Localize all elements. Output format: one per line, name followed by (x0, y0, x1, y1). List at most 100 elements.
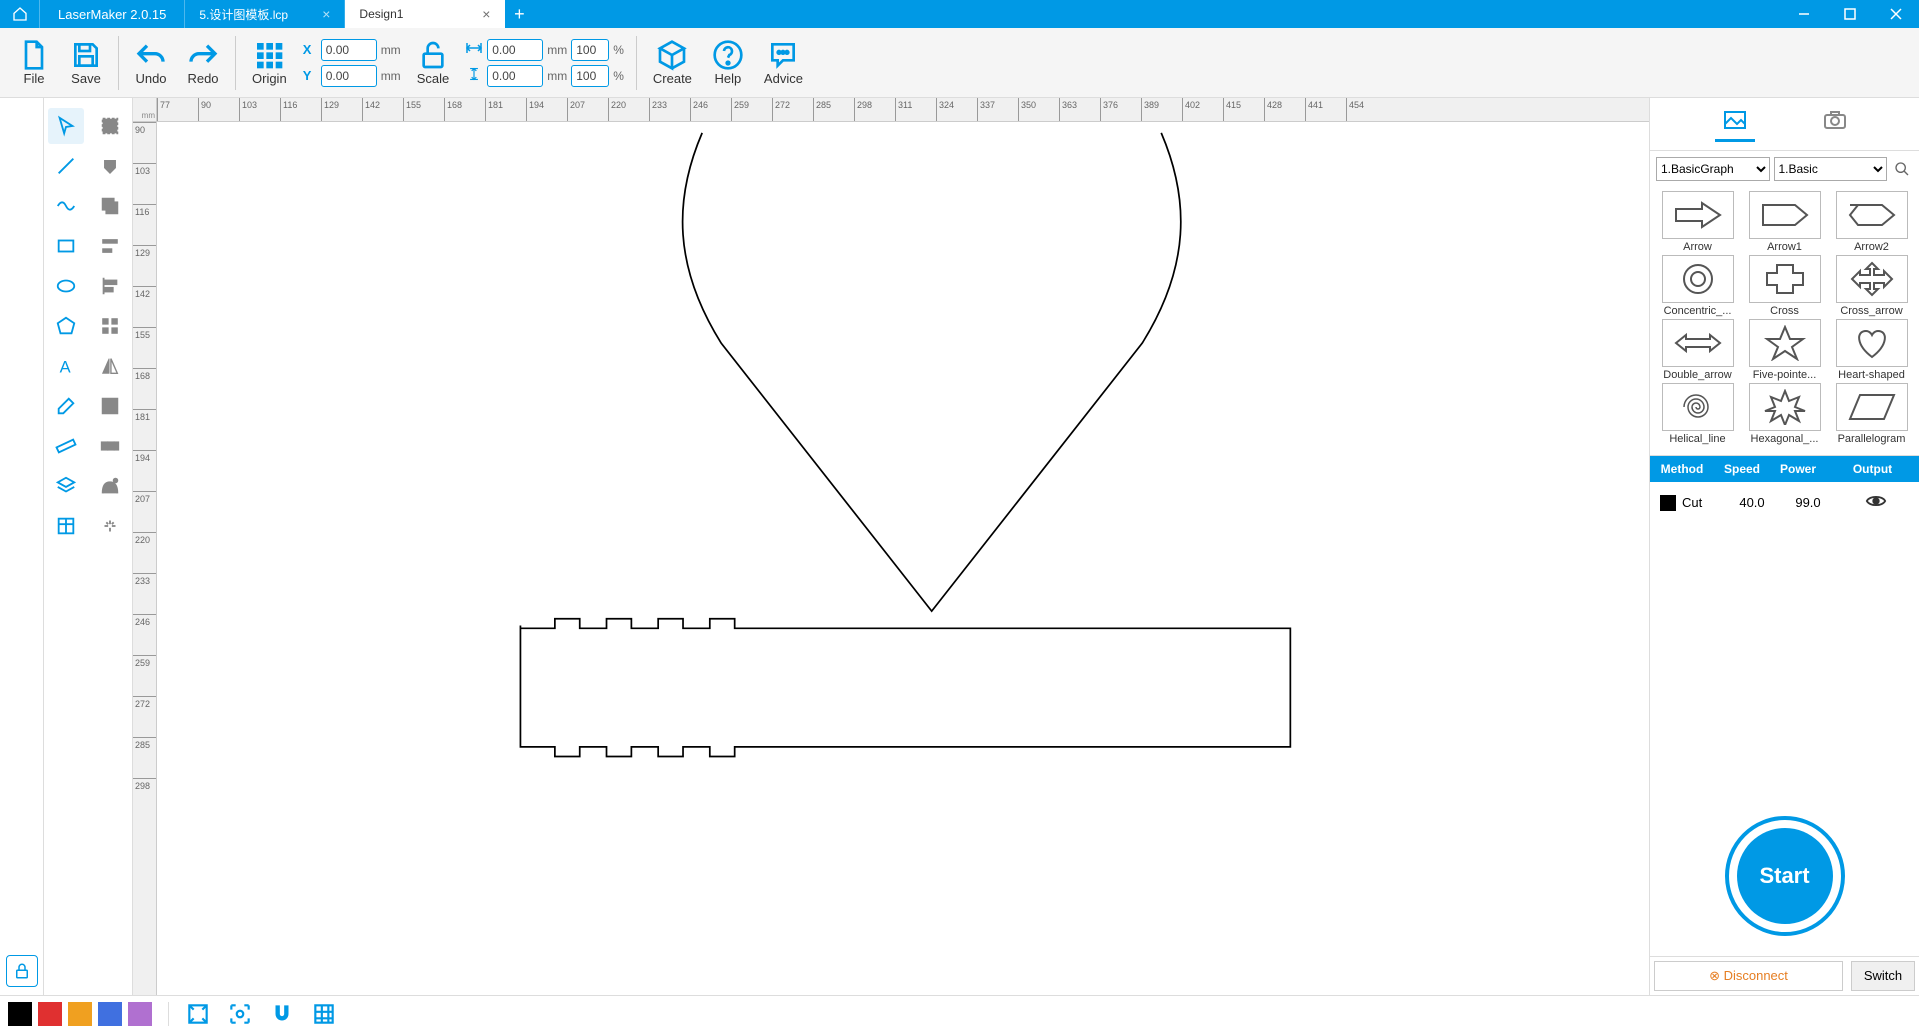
tool-col-1: A (44, 98, 88, 995)
curve-tool[interactable] (48, 188, 84, 224)
fit-icon[interactable] (185, 1001, 211, 1027)
layer-color-swatch[interactable] (1660, 495, 1676, 511)
canvas-area[interactable]: mm 7790103116129142155168181194207220233… (133, 98, 1649, 995)
height-input[interactable] (487, 65, 543, 87)
shape-cross[interactable]: Cross (1743, 255, 1826, 317)
eraser-tool[interactable] (48, 388, 84, 424)
outline-tool[interactable] (92, 388, 128, 424)
shape-heart[interactable]: Heart-shaped (1830, 319, 1913, 381)
align-tool[interactable] (92, 228, 128, 264)
layers-tool[interactable] (48, 468, 84, 504)
path-tool[interactable] (92, 468, 128, 504)
disconnect-button[interactable]: ⊗ Disconnect (1654, 961, 1843, 991)
file-icon (18, 39, 50, 71)
distribute-tool[interactable] (92, 308, 128, 344)
layer-speed: 40.0 (1724, 495, 1780, 510)
shape-arrow[interactable]: Arrow (1656, 191, 1739, 253)
shape-para[interactable]: Parallelogram (1830, 383, 1913, 445)
layer-visible-icon[interactable] (1836, 490, 1915, 515)
origin-icon (253, 39, 285, 71)
tab-design1[interactable]: Design1 × (345, 0, 505, 28)
height-pct-input[interactable] (571, 65, 609, 87)
width-arrows-icon (465, 41, 483, 58)
search-icon[interactable] (1891, 158, 1913, 180)
shape-arrow2[interactable]: Arrow2 (1830, 191, 1913, 253)
lock-button[interactable] (6, 955, 38, 987)
align-left-tool[interactable] (92, 268, 128, 304)
camera-tab[interactable] (1815, 106, 1855, 142)
color-swatch[interactable] (68, 1002, 92, 1026)
color-swatch[interactable] (8, 1002, 32, 1026)
main-toolbar: File Save Undo Redo Origin X mm Y mm (0, 28, 1919, 98)
create-button[interactable]: Create (643, 35, 702, 90)
minimize-button[interactable] (1781, 0, 1827, 28)
category-select-2[interactable]: 1.Basic (1774, 157, 1888, 181)
svg-text:A: A (60, 358, 71, 376)
marquee-tool[interactable] (92, 108, 128, 144)
mirror-tool[interactable] (92, 348, 128, 384)
shape-spiral[interactable]: Helical_line (1656, 383, 1739, 445)
zoom-selection-icon[interactable] (227, 1001, 253, 1027)
category-select-1[interactable]: 1.BasicGraph (1656, 157, 1770, 181)
save-icon (70, 39, 102, 71)
close-icon[interactable]: × (322, 6, 330, 22)
layer-row[interactable]: Cut 40.0 99.0 (1650, 482, 1919, 523)
undo-button[interactable]: Undo (125, 35, 177, 90)
x-input[interactable] (321, 39, 377, 61)
shape-star5[interactable]: Five-pointe... (1743, 319, 1826, 381)
advice-button[interactable]: Advice (754, 35, 813, 90)
heart-icon (1836, 319, 1908, 367)
spark-tool[interactable] (92, 508, 128, 544)
shape-label: Heart-shaped (1838, 369, 1905, 381)
maximize-button[interactable] (1827, 0, 1873, 28)
close-icon[interactable]: × (482, 6, 490, 22)
redo-button[interactable]: Redo (177, 35, 229, 90)
heart-shape[interactable] (683, 133, 1181, 611)
shape-darrow[interactable]: Double_arrow (1656, 319, 1739, 381)
bottom-icons (169, 1001, 337, 1027)
shape-concentric[interactable]: Concentric_... (1656, 255, 1739, 317)
ruler-tool[interactable] (48, 428, 84, 464)
shape-star6[interactable]: Hexagonal_... (1743, 383, 1826, 445)
tab-label: 5.设计图模板.lcp (199, 6, 288, 23)
y-input[interactable] (321, 65, 377, 87)
fill-tool[interactable] (92, 148, 128, 184)
grid-icon[interactable] (311, 1001, 337, 1027)
file-button[interactable]: File (8, 35, 60, 90)
rect-tool[interactable] (48, 228, 84, 264)
redo-icon (187, 39, 219, 71)
line-tool[interactable] (48, 148, 84, 184)
magnet-icon[interactable] (269, 1001, 295, 1027)
color-swatch[interactable] (98, 1002, 122, 1026)
home-button[interactable] (0, 0, 40, 28)
color-swatch[interactable] (38, 1002, 62, 1026)
cross-icon (1749, 255, 1821, 303)
scale-button[interactable]: Scale (407, 35, 460, 90)
width-input[interactable] (487, 39, 543, 61)
ellipse-tool[interactable] (48, 268, 84, 304)
color-swatch[interactable] (128, 1002, 152, 1026)
shape-crossarrow[interactable]: Cross_arrow (1830, 255, 1913, 317)
origin-button[interactable]: Origin (242, 35, 297, 90)
copy-tool[interactable] (92, 188, 128, 224)
help-button[interactable]: Help (702, 35, 754, 90)
tab-template[interactable]: 5.设计图模板.lcp × (185, 0, 345, 28)
canvas[interactable] (157, 122, 1649, 995)
array-tool[interactable] (92, 428, 128, 464)
main-area: A mm 77901031161291421551681811942072202… (0, 98, 1919, 995)
width-pct-input[interactable] (571, 39, 609, 61)
gallery-tab[interactable] (1715, 106, 1755, 142)
shape-label: Arrow1 (1767, 241, 1802, 253)
text-tool[interactable]: A (48, 348, 84, 384)
polygon-tool[interactable] (48, 308, 84, 344)
start-button[interactable]: Start (1725, 816, 1845, 936)
select-tool[interactable] (48, 108, 84, 144)
save-button[interactable]: Save (60, 35, 112, 90)
switch-button[interactable]: Switch (1851, 961, 1915, 991)
grid-tool[interactable] (48, 508, 84, 544)
new-tab-button[interactable]: + (505, 0, 533, 28)
shape-arrow1[interactable]: Arrow1 (1743, 191, 1826, 253)
notched-rectangle[interactable] (520, 619, 1290, 757)
shape-label: Double_arrow (1663, 369, 1731, 381)
close-button[interactable] (1873, 0, 1919, 28)
